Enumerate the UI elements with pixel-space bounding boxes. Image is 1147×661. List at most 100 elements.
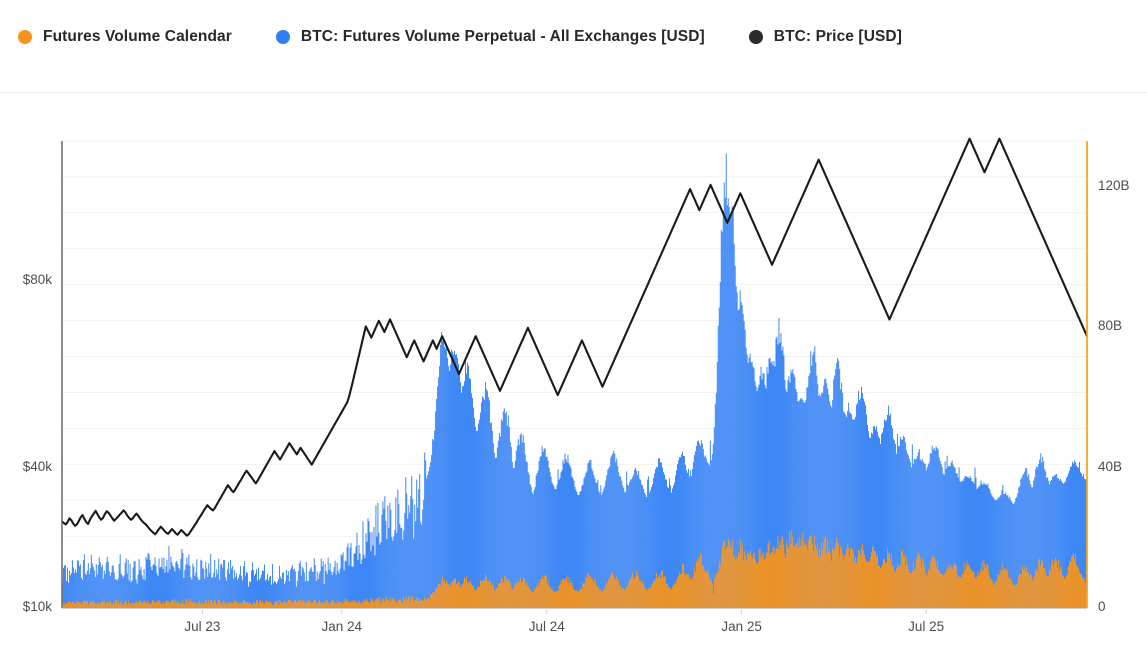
volume-bar-calendar	[772, 547, 774, 608]
volume-bar-perpetual	[415, 521, 417, 608]
volume-bar-perpetual	[74, 569, 76, 608]
volume-bar-calendar	[635, 578, 637, 608]
volume-bar-perpetual	[221, 563, 223, 608]
volume-bar-calendar	[440, 585, 442, 608]
volume-bar-calendar	[757, 561, 759, 608]
volume-bar-perpetual	[502, 411, 504, 608]
volume-bar-calendar	[636, 570, 638, 608]
volume-bar-calendar	[394, 599, 396, 608]
volume-bar-perpetual	[921, 459, 923, 608]
volume-bar-perpetual	[911, 444, 913, 608]
volume-bar-perpetual	[352, 566, 354, 608]
volume-bar-calendar	[599, 589, 601, 608]
volume-bar-perpetual	[1015, 498, 1017, 608]
volume-bar-perpetual	[372, 545, 374, 608]
volume-bar-perpetual	[568, 463, 570, 608]
volume-bar-perpetual	[266, 579, 267, 608]
volume-bar-calendar	[1005, 570, 1007, 608]
volume-bar-perpetual	[1060, 478, 1062, 608]
volume-bar-perpetual	[938, 457, 940, 608]
volume-bar-calendar	[205, 599, 207, 608]
volume-bar-perpetual	[1069, 470, 1071, 608]
volume-bar-perpetual	[286, 575, 288, 608]
volume-bar-perpetual	[405, 477, 407, 608]
volume-bar-calendar	[765, 553, 767, 608]
volume-bar-calendar	[1054, 561, 1056, 608]
volume-bar-perpetual	[1042, 456, 1044, 608]
volume-bar-calendar	[215, 601, 217, 608]
volume-bar-calendar	[776, 547, 778, 608]
volume-bar-perpetual	[537, 470, 539, 608]
volume-bar-calendar	[530, 590, 532, 608]
volume-bar-calendar	[317, 602, 319, 608]
volume-bar-calendar	[850, 548, 852, 608]
volume-bar-calendar	[519, 577, 521, 608]
volume-bar-perpetual	[219, 579, 221, 608]
volume-bar-perpetual	[1044, 469, 1046, 608]
volume-bar-perpetual	[233, 578, 235, 608]
volume-bar-calendar	[505, 580, 507, 608]
volume-bar-perpetual	[112, 565, 114, 608]
legend-item-futures-volume-perpetual[interactable]: BTC: Futures Volume Perpetual - All Exch…	[275, 28, 705, 46]
volume-bar-perpetual	[913, 458, 915, 608]
volume-bar-perpetual	[562, 459, 564, 608]
volume-bar-perpetual	[86, 570, 88, 608]
volume-bar-calendar	[701, 565, 703, 608]
volume-bar-perpetual	[207, 576, 209, 608]
volume-bar-calendar	[911, 571, 913, 608]
volume-bar-perpetual	[731, 206, 733, 608]
volume-bar-calendar	[624, 589, 626, 608]
volume-bar-perpetual	[980, 480, 982, 608]
volume-bar-calendar	[375, 599, 377, 608]
volume-bar-perpetual	[726, 205, 728, 608]
volume-bar-perpetual	[749, 353, 751, 608]
volume-bar-calendar	[192, 602, 194, 608]
volume-bar-perpetual	[295, 586, 297, 608]
volume-bar-perpetual	[597, 479, 599, 608]
volume-bar-perpetual	[427, 475, 429, 608]
volume-bar-calendar	[288, 599, 290, 608]
volume-bar-perpetual	[173, 567, 175, 608]
volume-bar-calendar	[433, 592, 435, 608]
volume-bar-calendar	[120, 600, 122, 608]
volume-bar-calendar	[322, 602, 324, 608]
volume-bar-perpetual	[1009, 496, 1011, 608]
volume-bar-calendar	[78, 602, 80, 608]
volume-bar-perpetual	[1058, 478, 1060, 608]
volume-bar-calendar	[129, 603, 131, 608]
volume-bar-calendar	[248, 603, 250, 608]
volume-bar-perpetual	[343, 570, 345, 608]
volume-bar-calendar	[1021, 574, 1023, 608]
volume-bar-calendar	[1039, 558, 1041, 608]
volume-bar-perpetual	[885, 419, 887, 608]
volume-bar-calendar	[584, 582, 586, 608]
volume-bar-calendar	[456, 583, 457, 608]
volume-bar-calendar	[531, 591, 533, 608]
volume-bar-calendar	[511, 589, 513, 608]
volume-bar-calendar	[391, 601, 393, 608]
volume-bar-perpetual	[888, 415, 890, 608]
series-futures-volume-perpetual	[62, 153, 1087, 609]
volume-bar-perpetual	[1040, 453, 1042, 608]
volume-bar-calendar	[264, 603, 265, 608]
volume-bar-calendar	[606, 582, 608, 608]
volume-bar-perpetual	[288, 581, 290, 608]
volume-bar-perpetual	[303, 572, 305, 608]
volume-bar-calendar	[316, 602, 318, 608]
volume-bar-perpetual	[625, 492, 627, 608]
volume-bar-perpetual	[710, 460, 712, 608]
volume-bar-calendar	[1036, 568, 1038, 608]
volume-bar-perpetual	[508, 427, 510, 608]
legend-item-btc-price[interactable]: BTC: Price [USD]	[748, 28, 902, 46]
volume-bar-perpetual	[793, 374, 795, 608]
legend-item-futures-volume-calendar[interactable]: Futures Volume Calendar	[18, 28, 232, 46]
volume-bar-perpetual	[766, 367, 768, 608]
volume-bar-perpetual	[603, 488, 605, 608]
volume-bar-perpetual	[480, 402, 482, 608]
volume-bar-calendar	[385, 598, 387, 608]
volume-bar-calendar	[818, 556, 820, 608]
volume-bar-perpetual	[569, 465, 571, 608]
volume-bar-perpetual	[960, 482, 962, 608]
volume-bar-perpetual	[1035, 468, 1037, 608]
volume-bar-perpetual	[1063, 483, 1065, 608]
